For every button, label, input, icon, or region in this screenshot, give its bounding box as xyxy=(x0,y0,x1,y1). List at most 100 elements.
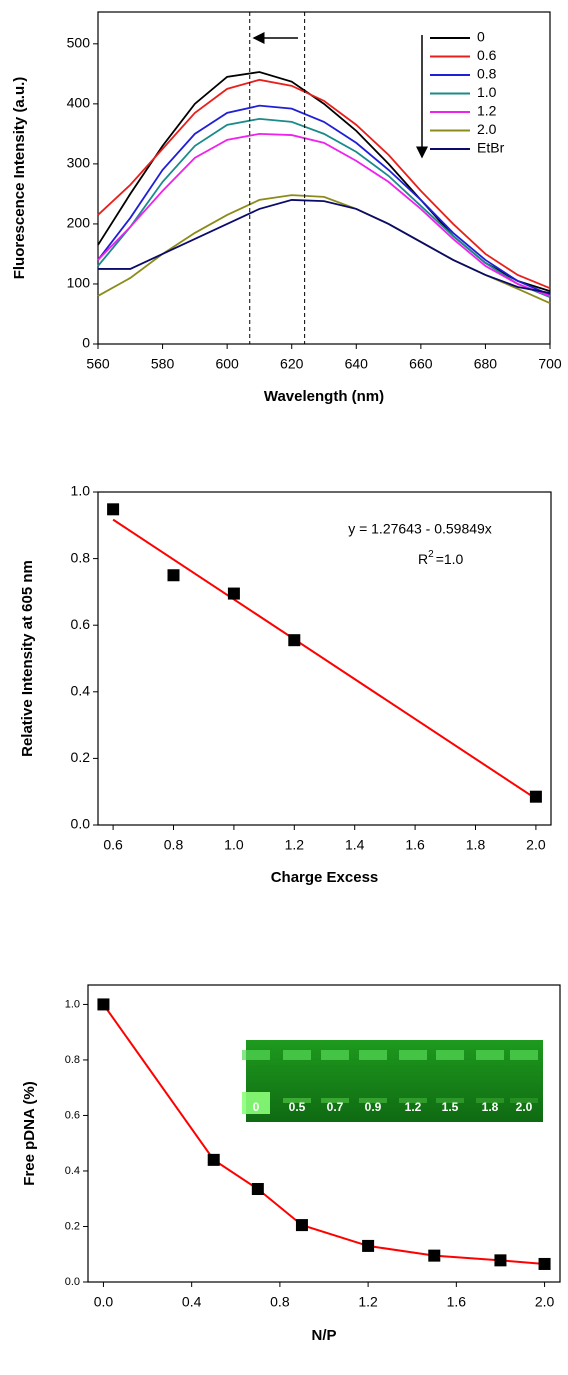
y-tick-label: 500 xyxy=(67,35,91,51)
x-tick-label: 1.2 xyxy=(358,1294,378,1310)
y-tick-label: 0.0 xyxy=(71,816,91,832)
marker xyxy=(494,1254,507,1267)
y-tick-label: 300 xyxy=(67,155,91,171)
y-tick-label: 0.2 xyxy=(65,1220,80,1232)
x-axis-title: Charge Excess xyxy=(271,869,379,886)
marker xyxy=(251,1183,264,1196)
marker xyxy=(538,1257,551,1270)
y-tick-label: 0.6 xyxy=(65,1109,80,1121)
gel-well xyxy=(321,1050,349,1060)
gel-band xyxy=(476,1098,504,1103)
chart: 0.6 0.8 1.0 1.2 1.4 1.6 1.8 2.0 0.0 0.2 0.4 0.6 0.8 1… xyxy=(19,483,552,886)
legend-label: 1.2 xyxy=(477,103,497,119)
gel-lane-label: 0.5 xyxy=(289,1100,306,1114)
series-line xyxy=(97,194,551,304)
y-tick-label: 0.0 xyxy=(65,1276,80,1288)
y-tick-label: 1.0 xyxy=(71,483,91,499)
x-tick-label: 600 xyxy=(215,356,239,372)
x-tick-label: 580 xyxy=(151,356,175,372)
gel-lane-label: 0.7 xyxy=(327,1100,344,1114)
y-tick-label: 0.2 xyxy=(71,749,91,765)
series-line xyxy=(97,104,551,296)
gel-well xyxy=(510,1050,538,1060)
x-tick-label: 560 xyxy=(86,356,110,372)
gel-band xyxy=(283,1098,311,1103)
y-axis-title: Fluorescence Intensity (a.u.) xyxy=(11,77,28,280)
legend-label: EtBr xyxy=(477,140,505,156)
marker xyxy=(428,1249,441,1262)
marker xyxy=(207,1153,220,1166)
gel-lane-label: 0.9 xyxy=(365,1100,382,1114)
y-tick-label: 0.8 xyxy=(65,1054,80,1066)
chart: 560 580 600 620 640 660 680 700 0 100 200 300 400 500… xyxy=(11,11,562,405)
y-tick-label: 1.0 xyxy=(65,998,80,1010)
x-tick-label: 620 xyxy=(280,356,304,372)
x-axis-title: Wavelength (nm) xyxy=(264,388,384,405)
gel-band xyxy=(242,1092,270,1114)
marker xyxy=(107,503,120,516)
x-tick-label: 0.8 xyxy=(164,837,184,853)
gel-lane-label: 0 xyxy=(253,1100,260,1114)
r-label: R xyxy=(418,551,428,567)
x-tick-label: 1.6 xyxy=(447,1294,467,1310)
legend-label: 0.8 xyxy=(477,66,497,82)
gel-lane-label: 1.2 xyxy=(405,1100,422,1114)
marker xyxy=(167,569,180,582)
plot-frame xyxy=(97,491,552,826)
x-tick-label: 1.2 xyxy=(285,837,305,853)
r-sup: 2 xyxy=(428,549,434,560)
y-axis-title: Relative Intensity at 605 nm xyxy=(19,560,36,757)
gel-well xyxy=(436,1050,464,1060)
y-tick-label: 0.4 xyxy=(71,683,91,699)
r-squared: R2 =1.0 xyxy=(418,549,464,567)
y-tick-label: 100 xyxy=(67,275,91,291)
legend-label: 0 xyxy=(477,29,485,45)
legend-label: 0.6 xyxy=(477,47,497,63)
marker xyxy=(227,587,240,600)
y-tick-label: 200 xyxy=(67,215,91,231)
marker xyxy=(97,998,110,1011)
gel-well xyxy=(283,1050,311,1060)
x-tick-label: 2.0 xyxy=(526,837,546,853)
series-line xyxy=(97,132,551,297)
gel-lane-label: 1.8 xyxy=(482,1100,499,1114)
legend-label: 2.0 xyxy=(477,121,497,137)
gel-well xyxy=(476,1050,504,1060)
fit-line xyxy=(112,518,537,800)
r-value: =1.0 xyxy=(436,551,464,567)
x-tick-label: 1.8 xyxy=(466,837,486,853)
data-line xyxy=(102,1003,545,1265)
series-line xyxy=(98,199,551,294)
plot-frame xyxy=(87,984,561,1283)
equation: y = 1.27643 - 0.59849x xyxy=(348,521,492,537)
gel-lane-label: 1.5 xyxy=(442,1100,459,1114)
gel-band xyxy=(399,1098,427,1103)
y-tick-label: 0.8 xyxy=(71,549,91,565)
plot-frame xyxy=(97,11,551,345)
x-tick-label: 700 xyxy=(538,356,562,372)
gel-well xyxy=(242,1050,270,1060)
x-tick-label: 640 xyxy=(345,356,369,372)
y-tick-label: 0.4 xyxy=(65,1165,80,1177)
y-tick-label: 0 xyxy=(82,335,90,351)
chart: 0.0 0.4 0.8 1.2 1.6 2.0 0.0 0.2 0.4 0.6 0.8 1.0 N/P F… xyxy=(21,984,561,1344)
x-tick-label: 0.8 xyxy=(270,1294,290,1310)
gel-band xyxy=(436,1098,464,1103)
gel-band xyxy=(321,1098,349,1103)
x-axis-title: N/P xyxy=(311,1327,336,1344)
marker xyxy=(295,1219,308,1232)
gel-band xyxy=(510,1098,538,1103)
x-tick-label: 660 xyxy=(409,356,433,372)
x-tick-label: 2.0 xyxy=(535,1294,555,1310)
gel-well xyxy=(399,1050,427,1060)
legend-label: 1.0 xyxy=(477,84,497,100)
gel-band xyxy=(359,1098,387,1103)
x-tick-label: 0.6 xyxy=(103,837,123,853)
series-line xyxy=(97,117,551,299)
marker xyxy=(529,790,542,803)
x-tick-label: 1.6 xyxy=(405,837,425,853)
y-tick-label: 400 xyxy=(67,95,91,111)
x-tick-label: 1.0 xyxy=(224,837,244,853)
